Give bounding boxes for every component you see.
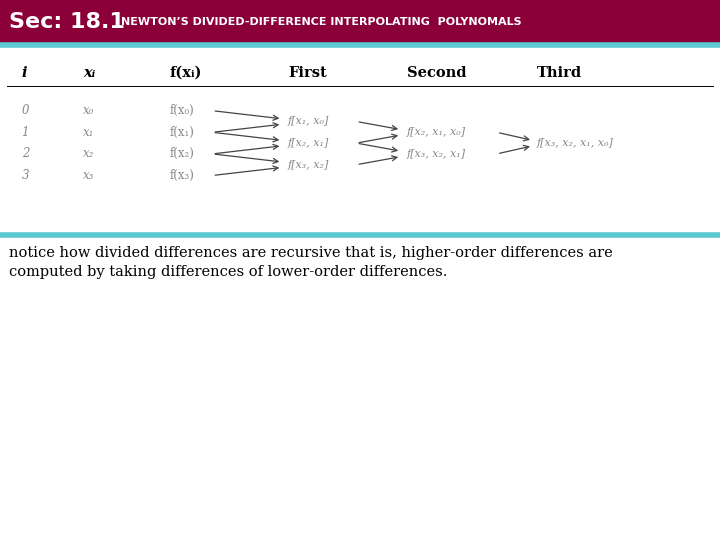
Text: f[x₁, x₀]: f[x₁, x₀] bbox=[288, 117, 329, 126]
Text: NEWTON’S DIVIDED-DIFFERENCE INTERPOLATING  POLYNOMALS: NEWTON’S DIVIDED-DIFFERENCE INTERPOLATIN… bbox=[121, 17, 521, 28]
Text: xᵢ: xᵢ bbox=[83, 66, 95, 80]
Text: 1: 1 bbox=[22, 126, 29, 139]
Text: Sec: 18.1: Sec: 18.1 bbox=[9, 12, 125, 32]
FancyBboxPatch shape bbox=[0, 0, 720, 45]
Text: f(x₁): f(x₁) bbox=[169, 126, 194, 139]
Text: f[x₃, x₂]: f[x₃, x₂] bbox=[288, 160, 329, 170]
Text: f[x₃, x₂, x₁]: f[x₃, x₂, x₁] bbox=[407, 149, 466, 159]
Text: Second: Second bbox=[407, 66, 467, 80]
Text: f(x₃): f(x₃) bbox=[169, 169, 194, 182]
Text: notice how divided differences are recursive that is, higher-order differences a: notice how divided differences are recur… bbox=[9, 246, 613, 279]
Text: f(x₂): f(x₂) bbox=[169, 147, 194, 160]
Text: f(xᵢ): f(xᵢ) bbox=[169, 66, 202, 80]
Text: Third: Third bbox=[536, 66, 582, 80]
Text: f[x₃, x₂, x₁, x₀]: f[x₃, x₂, x₁, x₀] bbox=[536, 138, 613, 148]
Text: x₁: x₁ bbox=[83, 126, 94, 139]
Text: x₂: x₂ bbox=[83, 147, 94, 160]
Text: x₀: x₀ bbox=[83, 104, 94, 117]
Text: i: i bbox=[22, 66, 27, 80]
Text: f(x₀): f(x₀) bbox=[169, 104, 194, 117]
Text: 3: 3 bbox=[22, 169, 29, 182]
Text: First: First bbox=[288, 66, 327, 80]
Text: 0: 0 bbox=[22, 104, 29, 117]
Text: 2: 2 bbox=[22, 147, 29, 160]
Text: f[x₂, x₁, x₀]: f[x₂, x₁, x₀] bbox=[407, 127, 466, 137]
Text: f[x₂, x₁]: f[x₂, x₁] bbox=[288, 138, 329, 148]
Text: x₃: x₃ bbox=[83, 169, 94, 182]
